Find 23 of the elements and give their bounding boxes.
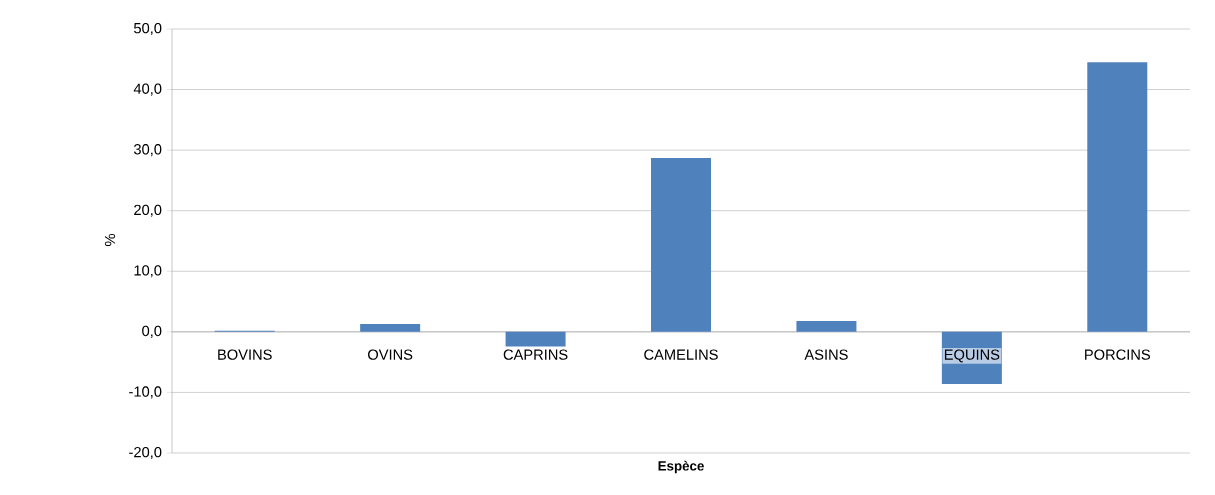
x-tick-label: ASINS bbox=[804, 349, 848, 360]
bar bbox=[651, 158, 711, 332]
y-tick-label: 20,0 bbox=[134, 204, 162, 217]
y-tick-label: -10,0 bbox=[129, 386, 162, 399]
y-tick-label: 40,0 bbox=[133, 83, 162, 96]
y-axis-title: % bbox=[104, 234, 116, 246]
x-tick-label: EQUINS bbox=[944, 349, 1000, 363]
x-tick-label: CAPRINS bbox=[503, 349, 568, 360]
bar bbox=[360, 323, 421, 332]
x-tick-label: BOVINS bbox=[218, 349, 272, 360]
y-tick-label: 30,0 bbox=[133, 144, 162, 157]
bar bbox=[1087, 62, 1148, 332]
x-tick-label: OVINS bbox=[368, 349, 413, 360]
y-tick-label: -20,0 bbox=[129, 446, 162, 460]
y-tick-label: 10,0 bbox=[134, 265, 162, 278]
x-tick-label: CAMELINS bbox=[644, 349, 718, 360]
y-tick-label: 0,0 bbox=[142, 325, 162, 338]
bar bbox=[941, 331, 1002, 384]
x-tick-label: PORCINS bbox=[1085, 349, 1150, 360]
x-axis-title: Espèce bbox=[658, 460, 704, 474]
bar bbox=[505, 331, 566, 347]
bar bbox=[796, 320, 857, 332]
y-tick-label: 50,0 bbox=[134, 22, 162, 36]
